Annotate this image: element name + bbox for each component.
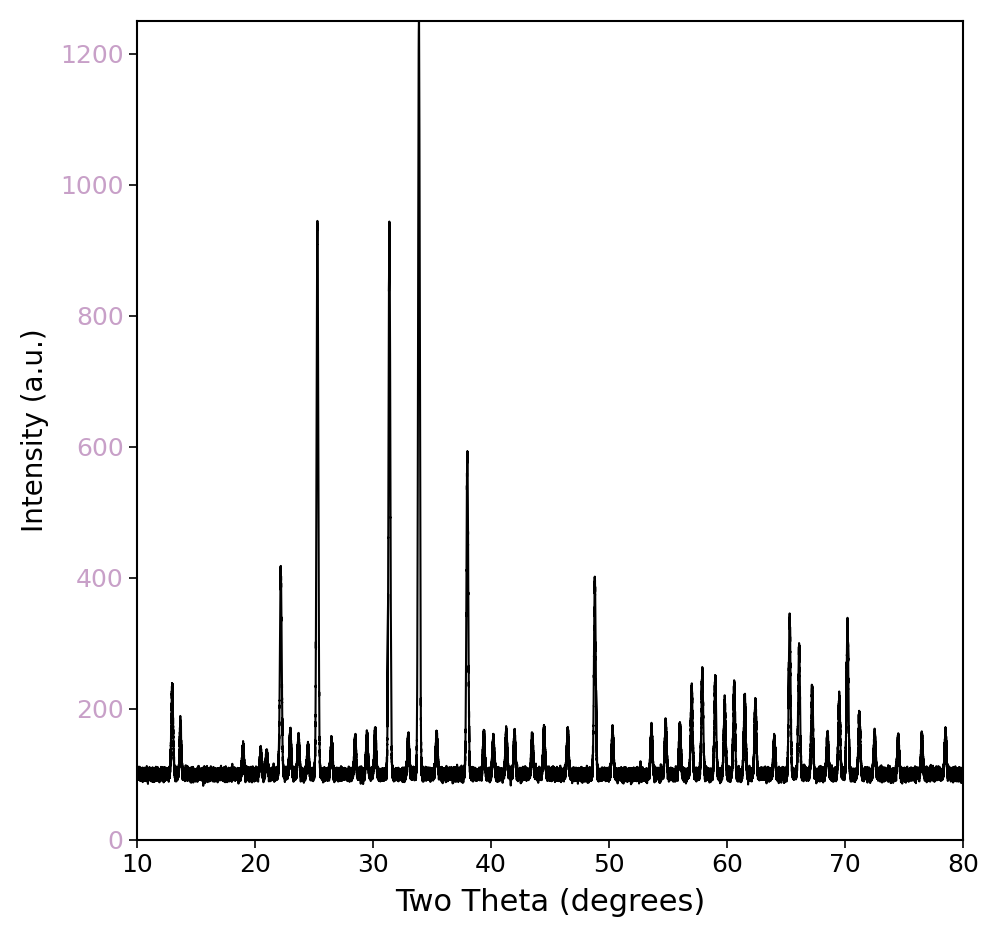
X-axis label: Two Theta (degrees): Two Theta (degrees) xyxy=(395,888,705,917)
Y-axis label: Intensity (a.u.): Intensity (a.u.) xyxy=(21,328,49,532)
